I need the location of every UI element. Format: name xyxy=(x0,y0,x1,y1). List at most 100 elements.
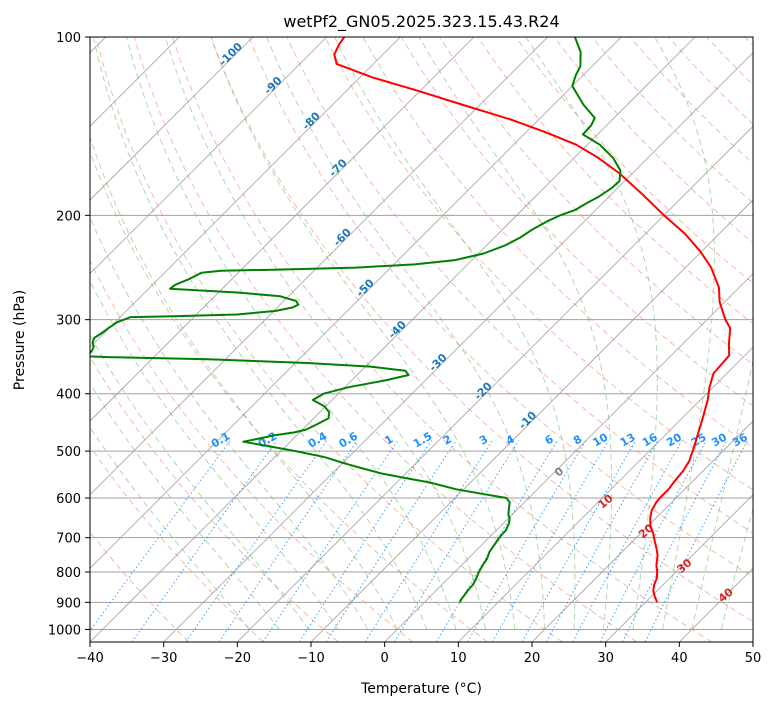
y-tick-label: 500 xyxy=(56,445,81,460)
y-tick-label: 200 xyxy=(56,209,81,224)
x-tick-label: 50 xyxy=(745,651,762,666)
moist-adiabat-line xyxy=(210,37,516,630)
mixing-ratio-line xyxy=(545,440,659,642)
isotherm-line xyxy=(90,37,401,348)
mixing-ratio-label: 16 xyxy=(640,430,660,449)
mixing-ratio-line xyxy=(185,440,328,642)
mixing-ratio-line xyxy=(644,440,748,642)
moist-adiabat-line xyxy=(266,37,546,630)
isotherm-label: -90 xyxy=(261,74,284,97)
moist-adiabat-line xyxy=(90,334,310,630)
y-tick-label: 400 xyxy=(56,388,81,403)
mixing-ratio-line xyxy=(364,440,493,642)
moist-adiabat-line xyxy=(654,37,715,630)
mixing-ratio-line xyxy=(621,440,728,642)
mixing-ratio-line xyxy=(218,440,358,642)
mixing-ratio-line xyxy=(262,440,399,642)
y-tick-label: 900 xyxy=(56,596,81,611)
dry-adiabat-line xyxy=(324,37,753,491)
isotherm-line xyxy=(605,494,753,642)
dry-adiabat-line xyxy=(90,259,414,642)
mixing-ratio-label: 8 xyxy=(571,433,584,448)
dry-adiabat-line xyxy=(744,37,753,47)
x-tick-label: 20 xyxy=(524,651,541,666)
moist-adiabat-line xyxy=(90,426,251,630)
y-tick-label: 100 xyxy=(56,31,81,46)
isotherm-line xyxy=(752,641,753,642)
isotherm-line xyxy=(90,37,622,569)
isotherm-label: -30 xyxy=(426,351,449,374)
x-tick-label: 40 xyxy=(671,651,688,666)
mixing-ratio-label: 0.4 xyxy=(306,429,330,450)
x-tick-label: −10 xyxy=(297,651,324,666)
mixing-ratio-line xyxy=(491,440,609,642)
mixing-ratio-label: 0.6 xyxy=(337,429,361,450)
isotherm-label: -40 xyxy=(386,318,409,341)
dry-adiabat-line xyxy=(515,37,753,284)
dry-adiabat-line xyxy=(210,37,753,623)
x-tick-label: −30 xyxy=(150,651,177,666)
moist-adiabat-line xyxy=(418,37,613,630)
mixing-ratio-line xyxy=(298,440,432,642)
mixing-ratio-line xyxy=(435,440,558,642)
isotherm-label: -70 xyxy=(326,156,349,179)
dry-adiabat-line xyxy=(171,37,712,642)
dry-adiabat-line xyxy=(90,356,339,642)
dry-adiabat-line xyxy=(90,445,264,642)
mixing-ratio-label: 2 xyxy=(441,433,454,448)
mixing-ratio-line xyxy=(325,440,457,642)
dry-adiabat-line xyxy=(95,37,563,642)
isotherm-line xyxy=(90,37,327,275)
moist-adiabat-line xyxy=(90,382,280,630)
x-axis-ticks: −40 −30 −20 −10 0 10 20 30 40 50 xyxy=(76,642,761,666)
isotherm-line xyxy=(90,37,696,642)
moist-adiabat-line xyxy=(126,37,457,630)
dry-adiabat-line xyxy=(706,37,753,86)
dry-adiabat-line xyxy=(477,37,753,325)
y-axis-label: Pressure (hPa) xyxy=(12,290,28,390)
isotherm-label: -80 xyxy=(300,109,323,132)
isotherm-line xyxy=(310,199,753,642)
y-tick-label: 300 xyxy=(56,314,81,329)
dry-adiabat-label: 10 xyxy=(596,492,616,512)
isotherm-line xyxy=(384,273,753,642)
moist-adiabat-line xyxy=(90,135,398,630)
moist-adiabat-label: 0 xyxy=(552,464,566,479)
mixing-ratio-label: 1 xyxy=(382,433,395,448)
dry-adiabat-line xyxy=(248,37,753,578)
mixing-ratio-line xyxy=(90,440,231,632)
mixing-ratio-line xyxy=(599,440,707,642)
y-tick-label: 700 xyxy=(56,532,81,547)
isotherm-label: -20 xyxy=(472,379,495,402)
mixing-ratio-label: 36 xyxy=(730,430,750,449)
moist-adiabat-line xyxy=(90,279,339,630)
dry-adiabat-line xyxy=(286,37,753,534)
isotherm-label: -100 xyxy=(216,40,245,69)
mixing-ratio-label: 3 xyxy=(477,433,490,448)
isotherm-line xyxy=(163,52,753,642)
dry-adiabat-line xyxy=(133,37,638,642)
temperature-line xyxy=(333,37,732,603)
dry-adiabat-line xyxy=(668,37,753,125)
chart-title: wetPf2_GN05.2025.323.15.43.R24 xyxy=(283,12,559,32)
mixing-ratio-label: 4 xyxy=(504,432,517,447)
isotherm-label: -10 xyxy=(516,409,539,432)
moist-adiabat-line xyxy=(691,359,753,630)
moist-adiabat-line xyxy=(334,37,576,630)
x-tick-label: 0 xyxy=(381,651,389,666)
moist-adiabat-line xyxy=(525,37,658,630)
mixing-ratio-label: 0.1 xyxy=(209,430,232,451)
isotherm-line xyxy=(237,125,753,642)
mixing-ratio-line xyxy=(393,440,520,642)
isotherm-line xyxy=(531,420,753,642)
mixing-ratio-line xyxy=(131,440,278,642)
isotherm-line xyxy=(90,37,548,496)
mixing-ratio-label: 13 xyxy=(618,431,638,450)
mixing-ratio-label: 30 xyxy=(709,430,729,449)
mixing-ratio-line xyxy=(467,440,587,642)
y-tick-label: 800 xyxy=(56,566,81,581)
moist-adiabat-line xyxy=(720,506,753,630)
x-axis-label: Temperature (°C) xyxy=(360,681,482,697)
isotherm-label: -50 xyxy=(354,276,377,299)
